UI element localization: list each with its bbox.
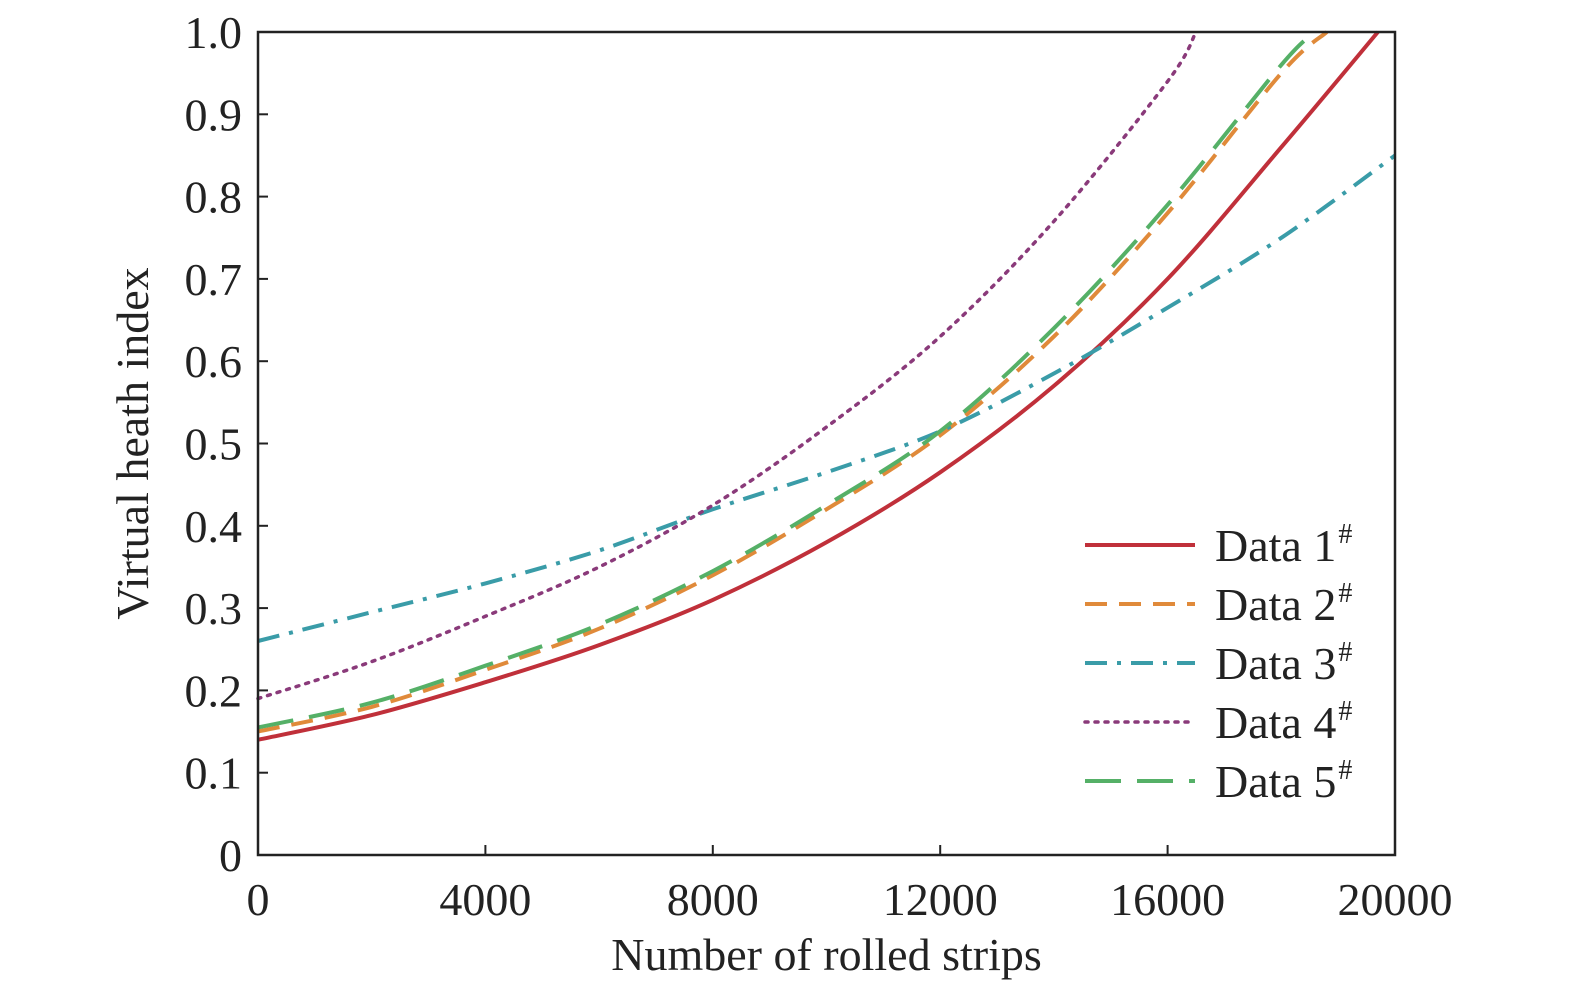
x-tick-label: 0 <box>247 874 270 925</box>
legend: Data 1# Data 2# Data 3# Data 4# Data 5# <box>1083 519 1352 807</box>
legend-item-3: Data 3# <box>1085 637 1352 689</box>
x-tick-label: 8000 <box>667 874 759 925</box>
legend-label: Data 2# <box>1215 578 1352 630</box>
y-tick-label: 0.8 <box>185 172 243 223</box>
legend-label: Data 3# <box>1215 637 1352 689</box>
legend-item-5: Data 5# <box>1085 755 1352 807</box>
series-line-4 <box>256 30 1198 701</box>
y-tick-label: 0.5 <box>185 419 243 470</box>
legend-label: Data 5# <box>1215 755 1352 807</box>
y-tick-label: 0.7 <box>185 254 243 305</box>
plot-lines <box>256 30 1397 742</box>
x-tick-label: 4000 <box>439 874 531 925</box>
legend-item-2: Data 2# <box>1085 578 1352 630</box>
y-tick-label: 0.6 <box>185 336 243 387</box>
x-tick-label: 12000 <box>883 874 998 925</box>
y-tick-label: 0.4 <box>185 501 243 552</box>
y-tick-label: 0 <box>219 830 242 881</box>
legend-label: Data 4# <box>1215 696 1352 748</box>
y-tick-label: 0.9 <box>185 89 243 140</box>
series-line-1 <box>257 30 1380 742</box>
legend-label: Data 1# <box>1215 519 1352 571</box>
axis-ticks <box>257 31 1396 856</box>
series-line-3 <box>257 153 1397 643</box>
legend-item-1: Data 1# <box>1085 519 1352 571</box>
legend-item-4: Data 4# <box>1083 696 1352 748</box>
x-tick-labels: 0 4000 8000 12000 16000 20000 <box>247 874 1453 925</box>
x-axis-title: Number of rolled strips <box>611 929 1042 980</box>
series-line-5 <box>257 30 1317 730</box>
y-tick-label: 0.2 <box>185 665 243 716</box>
y-axis-title: Virtual heath index <box>107 267 158 619</box>
y-tick-labels: 0 0.1 0.2 0.3 0.4 0.5 0.6 0.7 0.8 0.9 1.0 <box>185 7 243 881</box>
y-tick-label: 0.1 <box>185 748 243 799</box>
series-line-2 <box>257 30 1329 734</box>
x-tick-label: 16000 <box>1110 874 1225 925</box>
y-tick-label: 0.3 <box>185 583 243 634</box>
x-tick-label: 20000 <box>1338 874 1453 925</box>
y-tick-label: 1.0 <box>185 7 243 58</box>
